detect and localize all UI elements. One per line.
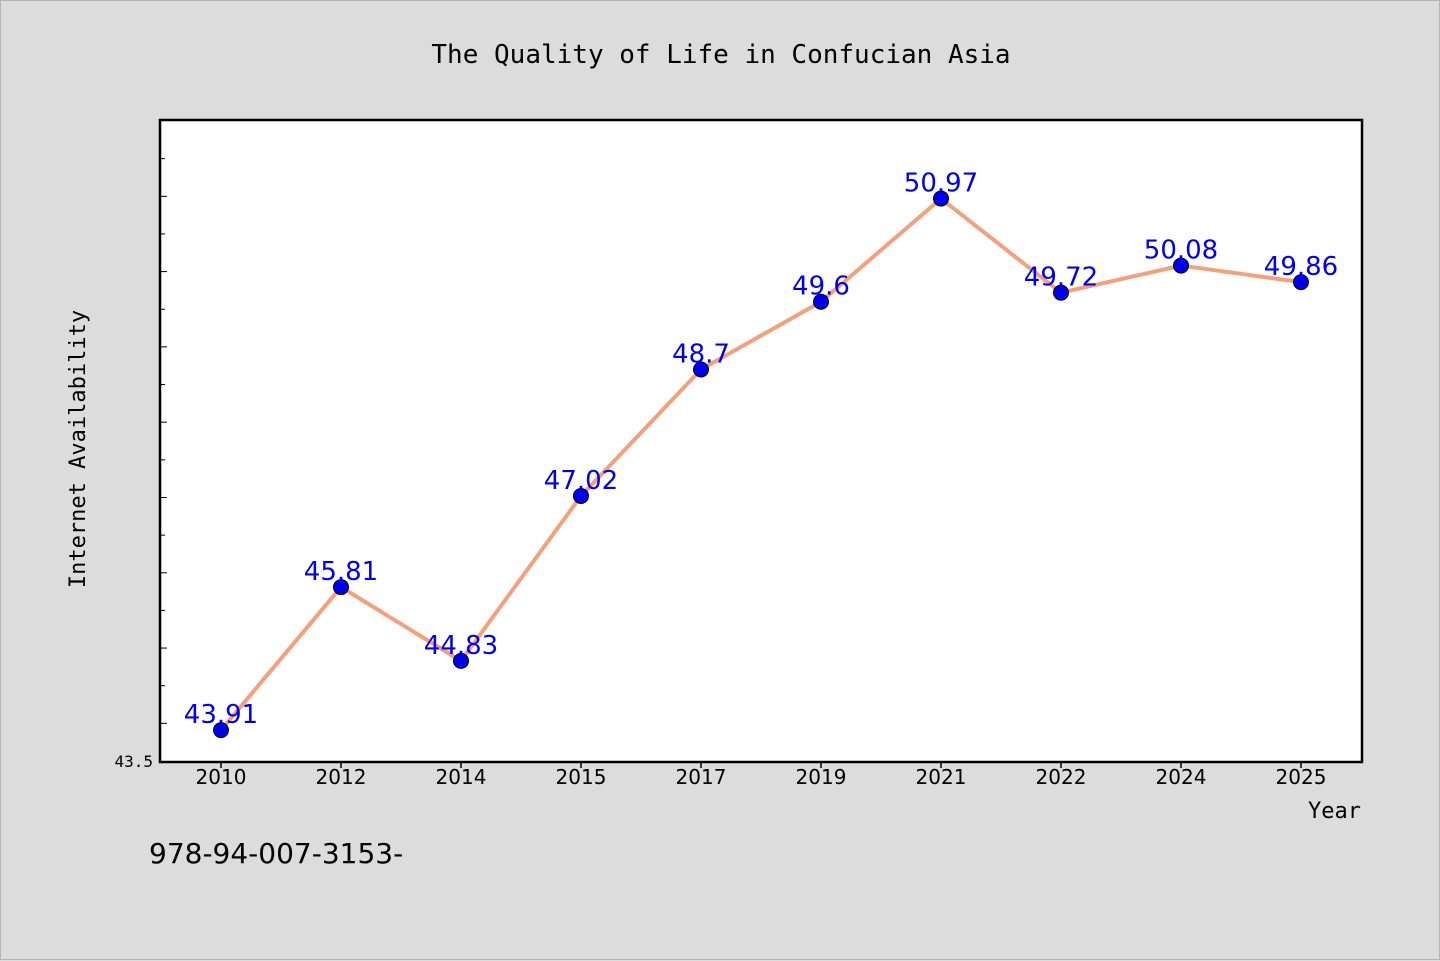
data-label: 48.7 (672, 339, 730, 369)
data-point (573, 487, 589, 504)
x-tick-label: 2024 (1156, 765, 1207, 789)
data-label: 47.02 (544, 466, 618, 496)
data-label: 45.81 (304, 557, 378, 587)
data-point (453, 652, 469, 669)
isbn-text: 978-94-007-3153- (149, 837, 403, 870)
y-axis-minor-ticks (161, 158, 167, 724)
x-tick-label: 2014 (436, 765, 487, 789)
y-axis-tick-label: 43.5 (114, 752, 153, 771)
x-tick-label: 2015 (556, 765, 607, 789)
data-point (813, 293, 829, 310)
data-point (933, 190, 949, 207)
data-point (333, 579, 349, 596)
x-tick-label: 2010 (196, 765, 247, 789)
data-label: 43.91 (184, 700, 258, 730)
data-label: 44.83 (424, 631, 498, 661)
data-markers (213, 190, 1309, 739)
data-label: 49.86 (1264, 252, 1338, 282)
data-point (1293, 274, 1309, 291)
plot-area (158, 118, 1364, 764)
x-axis-ticks (220, 761, 1302, 768)
chart-title: The Quality of Life in Confucian Asia (431, 40, 1010, 70)
x-tick-label: 2019 (796, 765, 847, 789)
data-label: 49.6 (792, 272, 850, 302)
x-axis-tick-labels: 2010 2012 2014 2015 2017 2019 2021 2022 2024 2025 (196, 765, 1327, 789)
series-line-group (219, 196, 1302, 732)
y-axis-label: Internet Availability (66, 310, 91, 588)
data-label: 50.97 (904, 169, 978, 199)
series-line (219, 196, 1302, 732)
x-tick-label: 2021 (916, 765, 967, 789)
data-label: 50.08 (1144, 236, 1218, 266)
data-point (1053, 284, 1069, 301)
x-tick-label: 2012 (316, 765, 367, 789)
x-tick-label: 2025 (1276, 765, 1327, 789)
value-labels: 43.91 45.81 44.83 47.02 48.7 49.6 50.97 49.72 50… (184, 169, 1338, 731)
data-point (213, 722, 229, 739)
x-tick-label: 2017 (676, 765, 727, 789)
x-axis-label: Year (1308, 799, 1361, 824)
data-label: 49.72 (1024, 263, 1098, 293)
x-tick-label: 2022 (1036, 765, 1087, 789)
data-point (693, 361, 709, 378)
data-point (1173, 257, 1189, 274)
